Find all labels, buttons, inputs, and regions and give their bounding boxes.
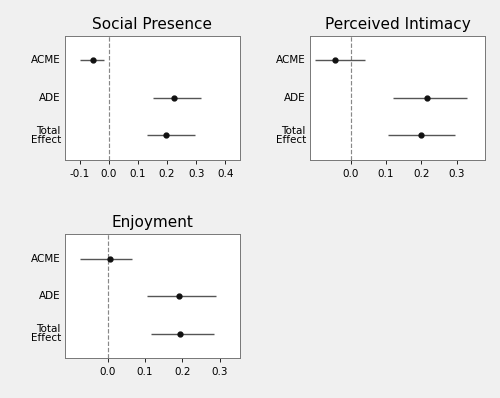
Title: Perceived Intimacy: Perceived Intimacy (324, 17, 470, 32)
Title: Enjoyment: Enjoyment (112, 215, 194, 230)
Title: Social Presence: Social Presence (92, 17, 212, 32)
